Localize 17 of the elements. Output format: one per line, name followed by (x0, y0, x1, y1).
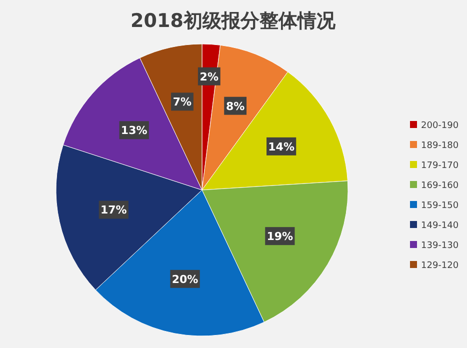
legend-label: 179-170 (421, 161, 459, 171)
legend-label: 149-140 (421, 221, 459, 231)
data-label: 19% (266, 230, 294, 244)
legend-label: 169-160 (421, 181, 459, 191)
chart-title: 2018初级报分整体情况 (130, 10, 336, 32)
data-label: 8% (226, 100, 245, 113)
legend-label: 129-120 (421, 261, 459, 271)
data-label: 13% (120, 124, 148, 138)
legend-label: 189-180 (421, 141, 459, 151)
legend-label: 139-130 (421, 241, 459, 251)
legend-label: 159-150 (421, 201, 459, 211)
data-label: 14% (268, 140, 294, 154)
data-label: 20% (172, 272, 198, 286)
legend-label: 200-190 (421, 121, 459, 131)
data-label: 7% (172, 96, 192, 109)
data-label: 2% (200, 70, 218, 84)
data-label: 17% (100, 204, 127, 217)
